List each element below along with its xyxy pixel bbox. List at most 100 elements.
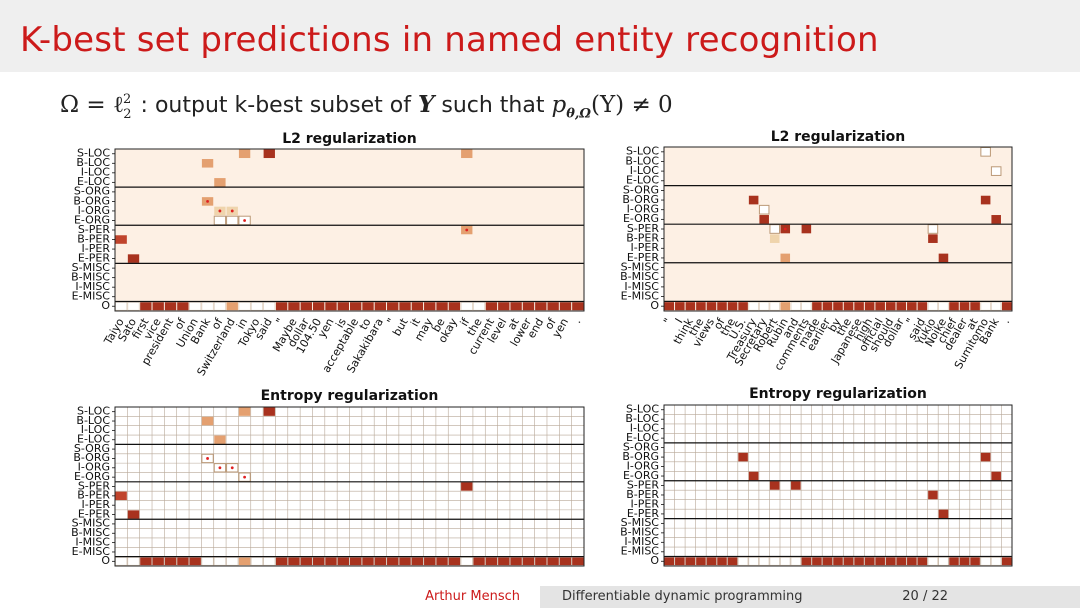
y-tick-label: I-MISC [624, 280, 659, 293]
o-cell [675, 557, 685, 566]
o-cell [854, 557, 864, 566]
o-cell [938, 557, 949, 566]
cell-b-org [748, 195, 759, 205]
o-cell [717, 557, 727, 566]
y-tick-label: E-LOC [626, 431, 659, 444]
x-tick-label: I [673, 316, 686, 325]
o-cell [152, 557, 164, 566]
y-tick-label: I-LOC [81, 166, 111, 179]
o-cell [424, 302, 436, 311]
o-cell [938, 301, 949, 311]
o-cell [411, 557, 424, 566]
chart-2: L2 regularization S-LOCB-LOCI-LOCE-LOCS-O… [620, 129, 1013, 373]
o-cell [843, 302, 854, 311]
y-tick-label: E-MISC [621, 545, 660, 558]
cell-e-per [127, 510, 140, 519]
y-tick-label: I-LOC [81, 423, 111, 436]
o-cell [325, 302, 337, 311]
cell-e-per [127, 254, 140, 263]
cell-b-per [115, 491, 127, 501]
chart-3: Entropy regularization S-LOCB-LOCI-LOCE-L… [71, 388, 585, 567]
o-cell [275, 557, 288, 566]
o-cell [727, 557, 738, 566]
cell-s-loc [461, 149, 473, 159]
o-cell [907, 557, 917, 566]
o-cell [374, 302, 387, 311]
cell-s-per [791, 481, 801, 490]
o-cell [864, 302, 875, 311]
o-cell [399, 557, 411, 566]
o-cell [664, 302, 675, 311]
chart-background [664, 405, 1012, 566]
cell-e-per [938, 253, 949, 263]
figure-panel: L2 regularizationS-LOCB-LOCI-LOCE-LOCS-O… [71, 129, 1013, 567]
cell-b-per [928, 490, 938, 500]
chart-title: Entropy regularization [261, 388, 439, 404]
chart-title: L2 regularization [282, 131, 417, 147]
formula-p: p [551, 92, 567, 118]
chart-title: Entropy regularization [749, 386, 927, 402]
cell-dot [243, 475, 246, 479]
o-cell [833, 302, 843, 311]
cell-dot [218, 209, 222, 213]
cell-b-per [115, 235, 127, 244]
formula-sub: 2 [123, 106, 132, 122]
o-cell [675, 302, 685, 311]
o-cell [759, 557, 770, 566]
o-cell [337, 302, 349, 311]
o-cell [812, 557, 822, 566]
cell-e-loc [214, 178, 226, 187]
formula-text: : output k-best subset of [140, 93, 418, 118]
o-cell [1001, 302, 1012, 311]
y-tick-label: I-ORG [627, 459, 659, 472]
o-cell [460, 557, 473, 566]
cell-dot [465, 228, 469, 232]
cell-s-per [769, 224, 780, 234]
o-cell [854, 302, 864, 311]
o-cell [706, 557, 717, 566]
y-tick-label: B-LOC [625, 412, 659, 425]
o-cell [748, 557, 759, 566]
footer-talk: Differentiable dynamic programming [562, 589, 803, 604]
y-tick-label: S-MISC [621, 516, 660, 529]
o-cell [201, 557, 214, 566]
o-cell [473, 557, 485, 566]
y-tick-label: B-PER [77, 489, 110, 502]
o-cell [436, 302, 448, 311]
y-tick-label: I-ORG [627, 203, 659, 216]
o-cell [991, 301, 1002, 311]
o-cell [801, 557, 812, 566]
y-tick-label: S-ORG [623, 183, 659, 196]
cell-s-loc [263, 407, 275, 416]
y-tick-label: I-ORG [78, 204, 110, 217]
o-cell [864, 557, 875, 566]
y-tick-label: B-ORG [73, 451, 110, 464]
o-cell [436, 557, 448, 566]
o-cell [572, 557, 584, 566]
cell-s-per [927, 224, 939, 234]
o-cell [801, 301, 812, 311]
o-cell [522, 302, 535, 311]
o-cell [263, 557, 276, 566]
o-cell [164, 302, 177, 311]
x-tick-label: . [999, 316, 1012, 326]
y-tick-label: B-LOC [76, 156, 110, 169]
formula-Y: Y [417, 91, 435, 118]
y-tick-label: S-MISC [72, 517, 111, 530]
y-tick-label: E-MISC [621, 289, 660, 302]
o-cell [312, 302, 325, 311]
y-tick-label: E-MISC [72, 290, 111, 303]
o-cell [498, 557, 510, 566]
cell-s-loc [238, 407, 251, 416]
y-tick-label: I-LOC [630, 164, 660, 177]
y-tick-label: I-LOC [630, 422, 660, 435]
o-cell [362, 557, 374, 566]
o-cell [790, 557, 801, 566]
formula-lead: Ω = ℓ [60, 92, 124, 118]
y-tick-label: E-PER [78, 507, 111, 520]
o-cell [572, 302, 584, 311]
x-tick-label: by [826, 316, 844, 335]
y-tick-label: I-PER [82, 242, 111, 255]
o-cell [685, 557, 696, 566]
cell-b-loc [201, 416, 214, 426]
